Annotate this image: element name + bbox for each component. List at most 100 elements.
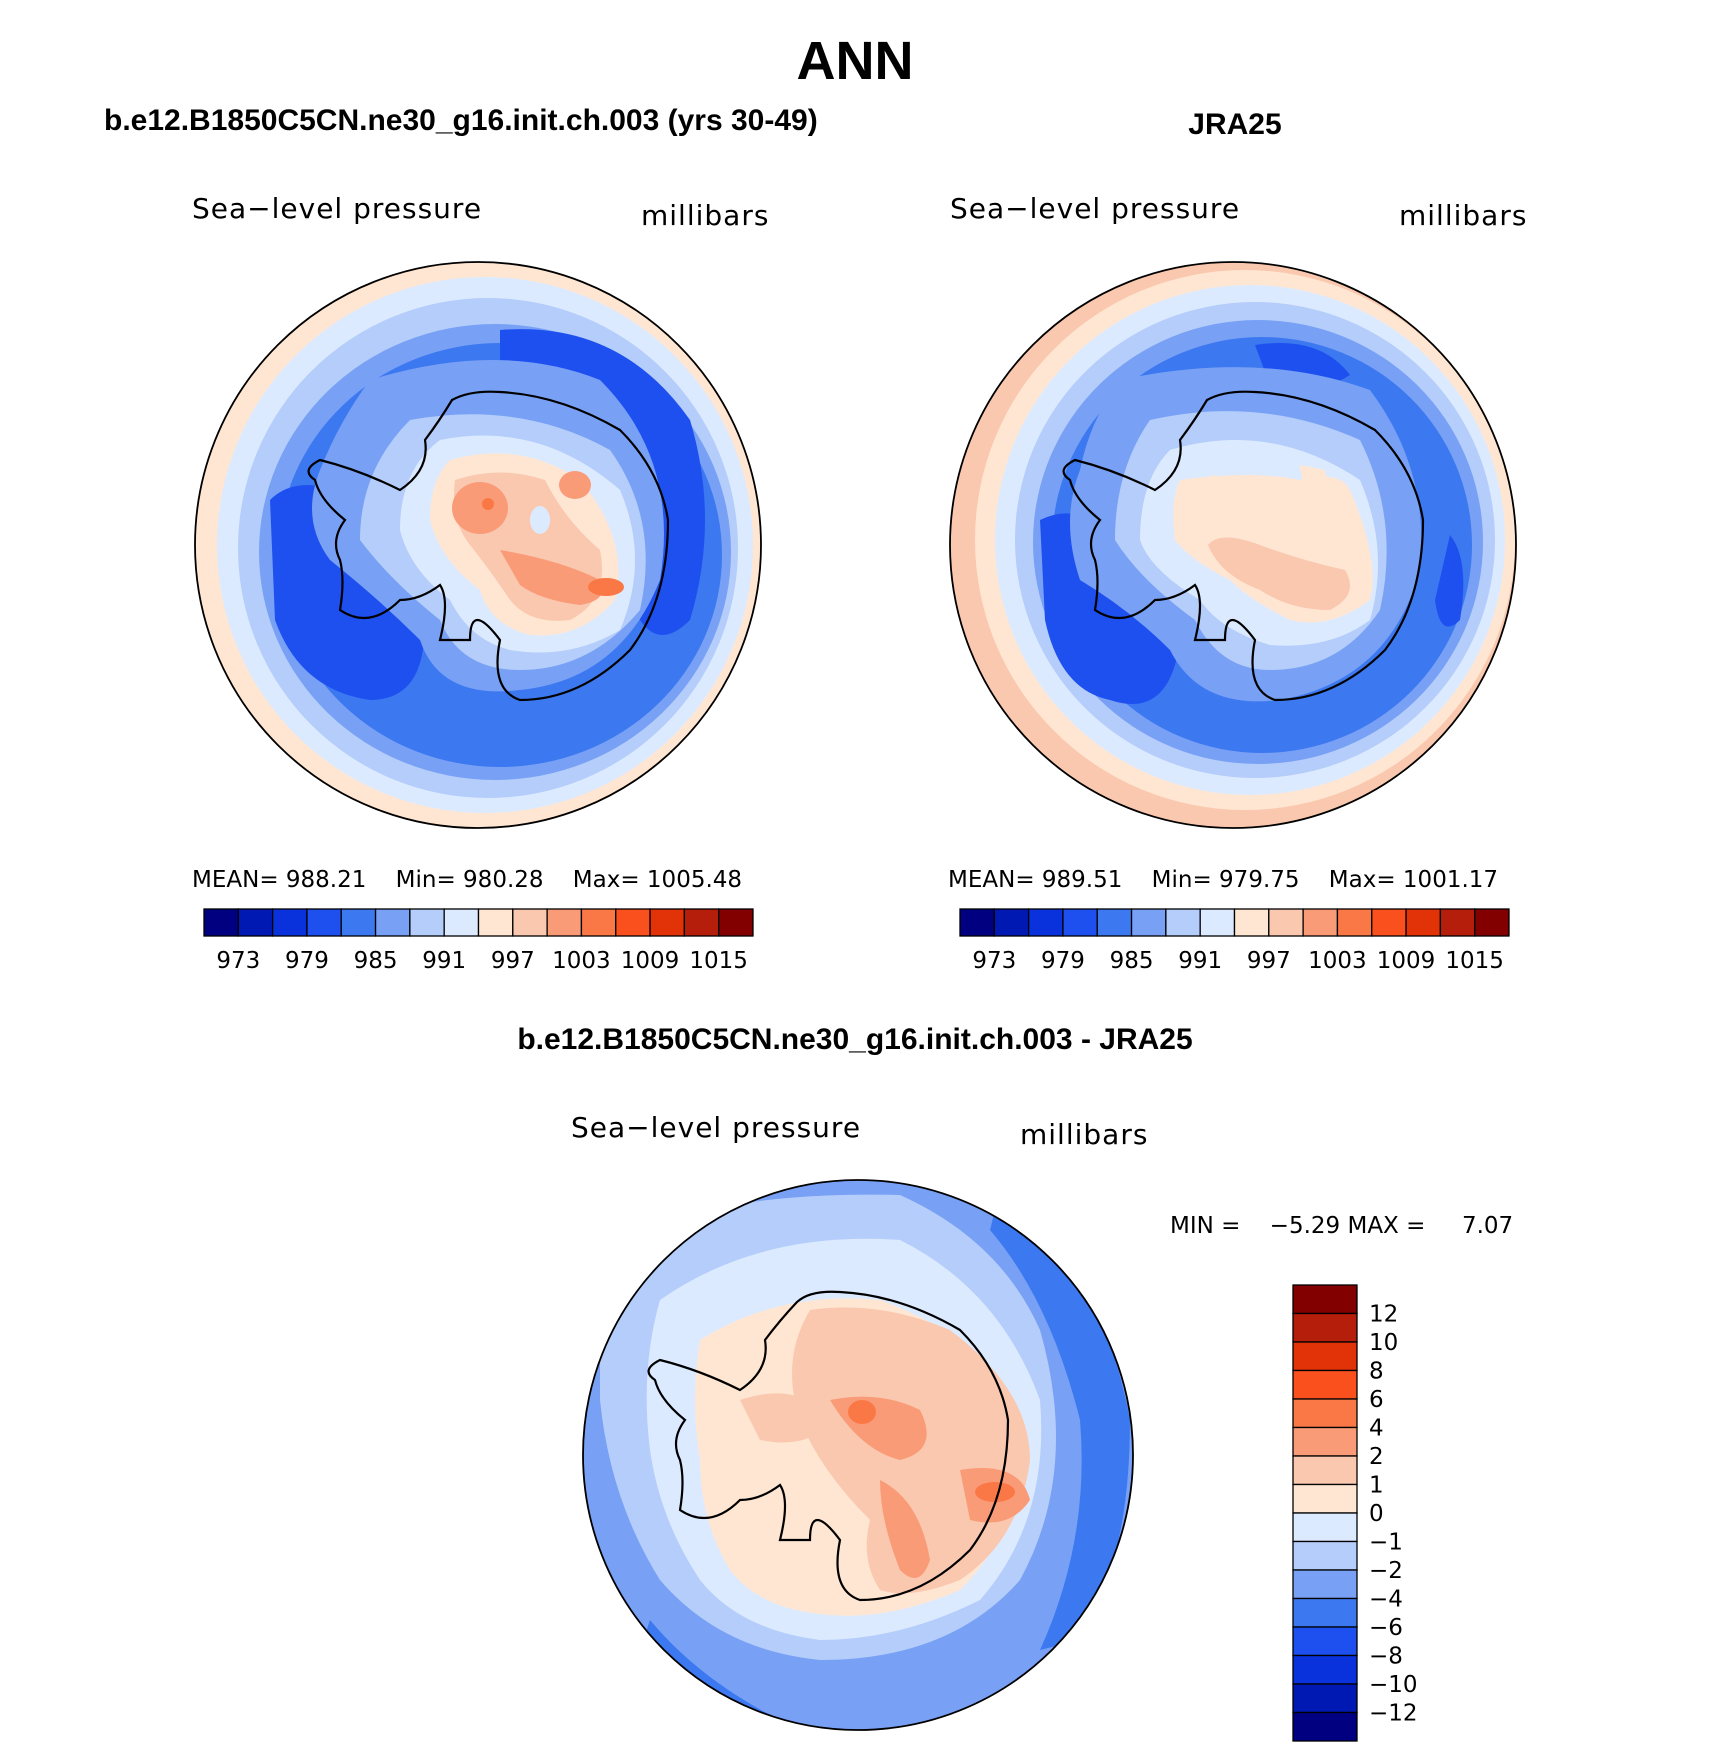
map-2-boundary (949, 261, 1517, 829)
panel-1-title: b.e12.B1850C5CN.ne30_g16.init.ch.003 (yr… (104, 104, 818, 137)
colorbar-box (1199, 908, 1236, 937)
colorbar-box (580, 908, 617, 937)
colorbar-label: 10 (1369, 1330, 1398, 1356)
colorbar-label: 6 (1369, 1387, 1384, 1413)
min-value: −5.29 (1269, 1213, 1341, 1239)
min-label: Min= (1151, 867, 1212, 893)
colorbar-label: 997 (491, 948, 535, 974)
colorbar-box (615, 908, 651, 937)
colorbar-box (1371, 908, 1407, 937)
colorbar-box (1233, 908, 1270, 937)
max-value: 1001.17 (1402, 867, 1499, 893)
colorbar-label: 973 (972, 948, 1016, 974)
colorbar-box (546, 908, 583, 937)
colorbar-box (271, 908, 308, 937)
panel-2-title: JRA25 (1188, 108, 1282, 141)
map-1-boundary (194, 261, 762, 829)
colorbar-box (1439, 908, 1476, 937)
colorbar-box (340, 908, 377, 937)
colorbar-box (203, 908, 239, 937)
colorbar-box (1474, 908, 1510, 937)
colorbar-1: 973 979 985 991 997 1003 1009 1015 (203, 908, 754, 974)
max-label: MAX = (1347, 1213, 1426, 1239)
colorbar-box (1292, 1341, 1358, 1372)
mean-value: 988.21 (285, 867, 367, 893)
colorbar-box (1292, 1683, 1358, 1714)
colorbar-box (959, 908, 995, 937)
colorbar-label: −1 (1369, 1530, 1403, 1556)
map-2 (950, 262, 1516, 828)
colorbar-label: 2 (1369, 1444, 1384, 1470)
colorbar-box (1292, 1597, 1358, 1628)
colorbar-box (237, 908, 274, 937)
colorbar-label: 1003 (1308, 948, 1367, 974)
colorbar-box (374, 908, 411, 937)
mean-label: MEAN= (192, 867, 279, 893)
contour-band (452, 482, 508, 534)
min-value: 980.28 (463, 867, 544, 893)
contour-band (990, 1190, 1130, 1650)
map-1 (195, 262, 761, 828)
colorbar-label: 8 (1369, 1359, 1384, 1385)
colorbar-label: 985 (354, 948, 398, 974)
min-label: MIN = (1170, 1213, 1241, 1239)
colorbar-label: 991 (1178, 948, 1222, 974)
panel-2-stats: MEAN= 989.51 Min= 979.75 Max= 1001.17 (948, 867, 1498, 893)
colorbar-label: −10 (1369, 1672, 1418, 1698)
colorbar-box (1292, 1540, 1358, 1571)
colorbar-label: 979 (285, 948, 329, 974)
contour-band (848, 1400, 876, 1424)
colorbar-label: 1 (1369, 1473, 1384, 1499)
panel-1-stats: MEAN= 988.21 Min= 980.28 Max= 1005.48 (192, 867, 742, 893)
colorbar-box (306, 908, 342, 937)
colorbar-box (1292, 1284, 1358, 1315)
map-3-boundary (582, 1179, 1134, 1731)
colorbar-box (718, 908, 754, 937)
contour-band (1208, 537, 1350, 610)
colorbar-label: −12 (1369, 1701, 1418, 1727)
colorbar-box (443, 908, 480, 937)
colorbar-box (1292, 1312, 1358, 1343)
mean-value: 989.51 (1041, 867, 1123, 893)
panel-3-stats: MIN = −5.29 MAX = 7.07 (1170, 1213, 1513, 1239)
colorbar-label: 1015 (689, 948, 748, 974)
contour-band (482, 498, 494, 510)
colorbar-label: 979 (1041, 948, 1085, 974)
colorbar-box (1268, 908, 1304, 937)
colorbar-box (512, 908, 548, 937)
main-title: ANN (796, 31, 914, 91)
colorbar-label: 1015 (1445, 948, 1504, 974)
colorbar-box (1336, 908, 1373, 937)
contour-band (500, 550, 603, 605)
colorbar-label: 985 (1110, 948, 1154, 974)
panel-3-title: b.e12.B1850C5CN.ne30_g16.init.ch.003 - J… (517, 1023, 1193, 1056)
contour-band (975, 1482, 1015, 1502)
colorbar-label: 973 (216, 948, 260, 974)
colorbar-box (1027, 908, 1064, 937)
colorbar-box (1292, 1711, 1358, 1742)
max-value: 7.07 (1461, 1213, 1514, 1239)
colorbar-label: 997 (1247, 948, 1291, 974)
contour-band (530, 506, 550, 534)
colorbar-box (1062, 908, 1098, 937)
colorbar-box (1292, 1512, 1358, 1543)
colorbar-label: 0 (1369, 1501, 1384, 1527)
panel-2-units: millibars (1399, 199, 1528, 232)
colorbar-box (1292, 1398, 1358, 1429)
max-label: Max= (572, 867, 640, 893)
colorbar-label: 1003 (552, 948, 611, 974)
colorbar-box (477, 908, 514, 937)
colorbar-box (1292, 1483, 1358, 1514)
antarctica-coastline (307, 390, 670, 702)
colorbar-box (1165, 908, 1201, 937)
colorbar-box (1096, 908, 1133, 937)
colorbar-label: −2 (1369, 1558, 1403, 1584)
colorbar-box (1292, 1626, 1358, 1657)
panel-1-variable: Sea−level pressure (192, 192, 483, 225)
colorbar-label: 4 (1369, 1416, 1384, 1442)
panel-1-units: millibars (641, 199, 770, 232)
max-value: 1005.48 (646, 867, 743, 893)
colorbar-box (649, 908, 686, 937)
panel-3-units: millibars (1020, 1118, 1149, 1151)
